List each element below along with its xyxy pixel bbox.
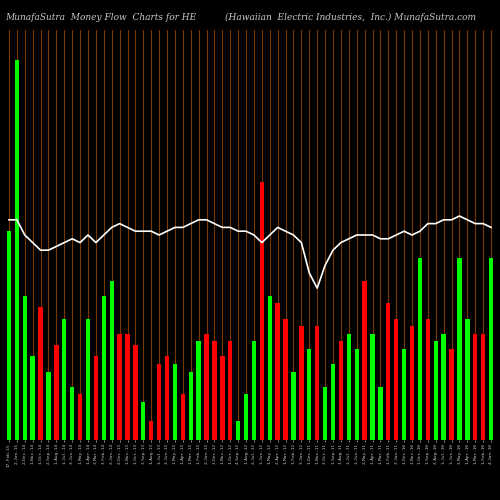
Bar	[346, 334, 351, 440]
Bar	[126, 334, 130, 440]
Bar	[268, 296, 272, 440]
Bar	[315, 326, 320, 440]
Bar	[244, 394, 248, 440]
Bar	[180, 394, 185, 440]
Bar	[172, 364, 177, 440]
Bar	[307, 349, 312, 440]
Bar	[402, 349, 406, 440]
Bar	[212, 342, 216, 440]
Bar	[450, 349, 454, 440]
Bar	[338, 342, 343, 440]
Bar	[442, 334, 446, 440]
Bar	[370, 334, 374, 440]
Bar	[284, 318, 288, 440]
Bar	[14, 60, 19, 440]
Bar	[465, 318, 469, 440]
Text: (Hawaiian  Electric Industries,  Inc.) MunafaSutra.com: (Hawaiian Electric Industries, Inc.) Mun…	[225, 12, 476, 22]
Bar	[220, 356, 224, 440]
Bar	[481, 334, 486, 440]
Bar	[394, 318, 398, 440]
Bar	[157, 364, 162, 440]
Bar	[94, 356, 98, 440]
Bar	[362, 280, 367, 440]
Bar	[434, 342, 438, 440]
Bar	[473, 334, 478, 440]
Bar	[276, 304, 280, 440]
Bar	[118, 334, 122, 440]
Bar	[489, 258, 493, 440]
Text: MunafaSutra  Money Flow  Charts for HE: MunafaSutra Money Flow Charts for HE	[5, 12, 196, 22]
Bar	[196, 342, 201, 440]
Bar	[410, 326, 414, 440]
Bar	[426, 318, 430, 440]
Bar	[141, 402, 146, 440]
Bar	[22, 296, 27, 440]
Bar	[458, 258, 462, 440]
Bar	[299, 326, 304, 440]
Bar	[165, 356, 169, 440]
Bar	[62, 318, 66, 440]
Bar	[252, 342, 256, 440]
Bar	[354, 349, 359, 440]
Bar	[38, 307, 42, 440]
Bar	[54, 345, 58, 440]
Bar	[386, 304, 390, 440]
Bar	[110, 280, 114, 440]
Bar	[7, 231, 11, 440]
Bar	[30, 356, 35, 440]
Bar	[323, 387, 328, 440]
Bar	[86, 318, 90, 440]
Bar	[204, 334, 208, 440]
Bar	[70, 387, 74, 440]
Bar	[228, 342, 232, 440]
Bar	[378, 387, 382, 440]
Bar	[149, 421, 154, 440]
Bar	[46, 372, 50, 440]
Bar	[236, 421, 240, 440]
Bar	[292, 372, 296, 440]
Bar	[331, 364, 335, 440]
Bar	[133, 345, 138, 440]
Bar	[260, 182, 264, 440]
Bar	[188, 372, 193, 440]
Bar	[78, 394, 82, 440]
Bar	[418, 258, 422, 440]
Bar	[102, 296, 106, 440]
